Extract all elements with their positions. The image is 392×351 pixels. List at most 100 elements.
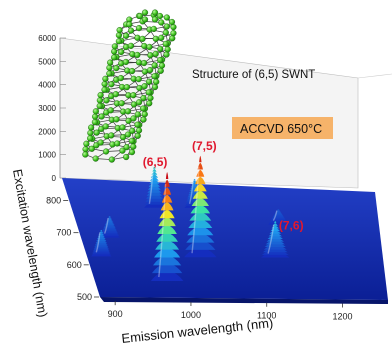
nanotube-atom	[116, 27, 123, 34]
nanotube-atom	[119, 147, 126, 154]
nanotube-atom	[110, 54, 118, 61]
surface-peaks	[91, 155, 290, 282]
nanotube-atom	[92, 113, 99, 120]
nanotube-atom	[117, 74, 124, 82]
surface-peak-layer	[189, 211, 212, 221]
nanotube-atom	[101, 80, 108, 88]
surface-peak-layer	[192, 190, 208, 199]
nanotube-atom	[130, 143, 137, 150]
surface-ridge-layer	[108, 216, 111, 218]
nanotube-atom	[102, 148, 110, 155]
y-tick-label: 500	[77, 292, 92, 302]
surface-ridge-layer	[148, 182, 161, 187]
surface-ridge-layer	[276, 210, 281, 212]
surface-ridge-layer	[193, 178, 196, 181]
nanotube-atom	[103, 97, 110, 104]
nanotube-atom	[127, 27, 135, 34]
surface-ridge-layer	[94, 241, 108, 245]
surface-ridge-layer	[104, 222, 115, 226]
nanotube-atom	[108, 156, 115, 163]
nanotube-atom	[141, 42, 148, 50]
y-tick-label: 700	[56, 228, 71, 238]
nanotube-atom	[106, 70, 113, 77]
nanotube-atom	[87, 129, 94, 137]
surface-peak-layer	[160, 202, 174, 211]
nanotube-atom	[158, 19, 165, 26]
nanotube-atom	[140, 116, 147, 123]
nanotube-atom	[97, 139, 104, 146]
surface-ridge	[144, 166, 165, 208]
surface-peak-highlight	[267, 224, 275, 254]
z-tick-label: 6000	[38, 34, 56, 43]
nanotube-atom	[141, 9, 149, 16]
y-axis-ticks: 500 600 700 800	[46, 196, 99, 302]
surface-peak-layer	[190, 204, 211, 214]
nanotube-atom	[135, 127, 143, 134]
nanotube-atom	[136, 12, 144, 20]
nanotube-atom	[111, 48, 118, 55]
surface-peak-layer	[151, 262, 183, 274]
surface-ridge-layer	[97, 234, 105, 238]
nanotube-atom	[124, 108, 132, 115]
nanotube-atom	[98, 113, 105, 120]
surface-ridge-layer	[149, 179, 160, 184]
surface-ridge-layer	[151, 171, 158, 175]
surface-ridge-layer	[192, 180, 197, 183]
nanotube-atom	[147, 94, 154, 102]
y-axis-title: Excitation wavelength (nm)	[10, 168, 50, 318]
surface-peak-layer	[154, 247, 181, 258]
nanotube-atom	[163, 51, 170, 58]
surface-peak-layer	[186, 232, 215, 243]
y-tick-label: 800	[46, 196, 61, 206]
surface-peak-layer	[263, 244, 287, 250]
surface-ridge-layer	[107, 217, 112, 219]
surface-peak-layer	[197, 162, 203, 170]
nanotube-atom	[93, 142, 100, 149]
nanotube-atom	[97, 91, 104, 99]
surface-peak-layer	[265, 239, 285, 245]
nanotube-atom	[119, 124, 126, 131]
surface-peak-layer	[164, 179, 170, 187]
nanotube-atom	[169, 35, 176, 42]
surface-ridge-layer	[191, 182, 198, 185]
z-tick-label: 3000	[38, 104, 56, 113]
surface-peak-layer	[184, 246, 217, 258]
nanotube-atom	[127, 42, 135, 49]
nanotube-atom	[91, 119, 99, 126]
nanotube-atom	[118, 48, 125, 56]
surface-ridge-layer	[96, 237, 107, 241]
nanotube-atom	[118, 100, 125, 107]
surface-peak-layer	[196, 169, 205, 177]
nanotube-atom	[163, 23, 170, 30]
surface-peak-layer	[155, 239, 180, 250]
y-tick-label: 600	[67, 260, 82, 270]
nanotube-atom	[96, 97, 103, 104]
peak-label: (7,5)	[192, 139, 217, 153]
nanotube-atoms	[82, 9, 177, 163]
surface-peak-layer	[165, 172, 169, 180]
nanotube-atom	[146, 100, 153, 107]
nanotube-atom	[147, 66, 154, 74]
nanotube-atom	[158, 34, 165, 41]
surface-ridge-layer	[274, 211, 282, 214]
surface-ridge	[91, 229, 112, 257]
nanotube-atom	[102, 123, 109, 130]
surface-peak-layer	[187, 225, 214, 236]
nanotube-atom	[156, 12, 164, 20]
nanotube-atom	[108, 132, 115, 139]
surface-peak-highlight	[158, 183, 167, 278]
nanotube-atom	[123, 153, 130, 161]
nanotube-atom	[141, 83, 148, 90]
surface-peak-layer	[193, 183, 207, 192]
surface-ridge-highlight	[103, 217, 109, 234]
surface-peak-layer	[158, 217, 176, 227]
nanotube-atom	[128, 137, 135, 144]
surface-ridge-highlight	[148, 170, 154, 204]
surface-ridge-layer	[148, 185, 161, 190]
surface-peak-layer	[271, 225, 279, 229]
nanotube-atom	[114, 140, 121, 147]
nanotube-atom	[113, 116, 120, 123]
nanotube-atom	[151, 9, 159, 16]
surface-peak-layer	[191, 197, 209, 207]
nanotube-atom	[145, 89, 152, 96]
